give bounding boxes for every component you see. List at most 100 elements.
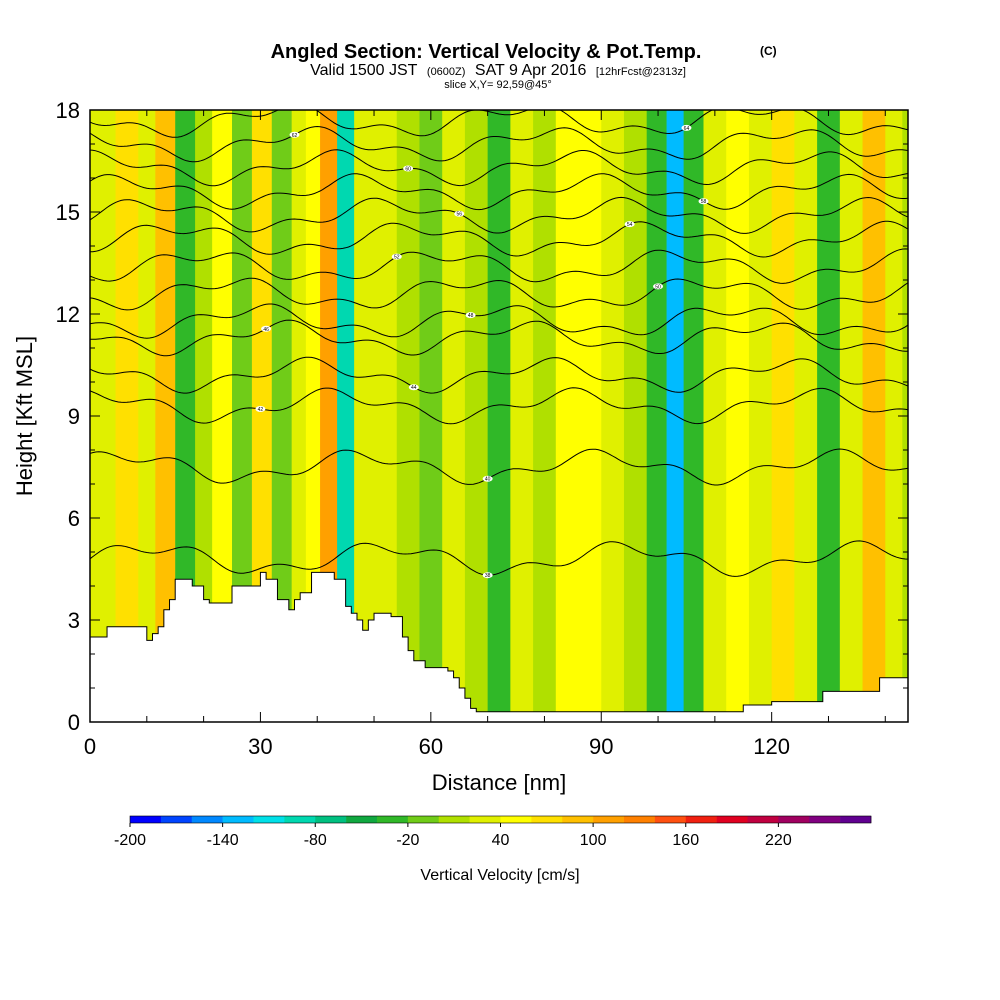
colorbar-swatch: [654, 816, 687, 823]
velocity-band: [533, 110, 557, 722]
isentrope-line: [90, 277, 908, 311]
velocity-band: [464, 110, 489, 722]
colorbar-swatch: [438, 816, 470, 823]
velocity-band: [646, 110, 668, 722]
isentrope-label-bg: [624, 221, 635, 228]
velocity-band: [487, 110, 511, 722]
colorbar-swatch: [685, 816, 717, 823]
colorbar-swatch: [531, 816, 563, 823]
isentrope-label-bg: [681, 124, 692, 131]
isentrope-label: 50: [655, 284, 661, 290]
isentrope-line: [90, 356, 908, 394]
isentrope-label-bg: [454, 210, 465, 217]
isentrope-label: 44: [411, 385, 417, 391]
colorbar-swatch: [469, 816, 501, 823]
velocity-band: [396, 110, 421, 722]
isentrope-label-bg: [403, 165, 414, 172]
velocity-band: [885, 110, 903, 722]
isentrope-label-bg: [255, 405, 266, 412]
terrain-outline: [90, 571, 908, 722]
y-tick-label: 12: [56, 302, 80, 327]
velocity-band: [748, 110, 773, 722]
isentrope-label: 38: [485, 573, 491, 579]
y-axis-label: Height [Kft MSL]: [12, 336, 37, 496]
valid-time: Valid 1500 JST: [310, 62, 418, 79]
isentrope-label-bg: [391, 253, 402, 260]
isentrope-line: [90, 196, 908, 234]
isentrope-label-bg: [261, 325, 272, 332]
x-tick-label: 30: [248, 734, 272, 759]
isentrope-label: 60: [405, 166, 411, 172]
colorbar-swatch: [624, 816, 656, 823]
isentrope-label: 46: [263, 327, 269, 333]
axes: 0 30 60 90 120 0 3 6 9 12 15 18: [56, 98, 908, 759]
isentrope-label: 56: [456, 212, 462, 218]
velocity-band: [271, 110, 293, 722]
isentrope-label: 58: [701, 199, 707, 205]
velocity-band: [232, 110, 253, 722]
x-tick-label: 0: [84, 734, 96, 759]
chart-title: Angled Section: Vertical Velocity & Pot.…: [271, 41, 702, 63]
isentrope-line: [90, 319, 908, 357]
x-tick-label: 90: [589, 734, 613, 759]
velocity-band: [374, 110, 398, 722]
colorbar-swatch: [315, 816, 347, 823]
y-tick-label: 15: [56, 200, 80, 225]
colorbar-tick-label: -20: [396, 832, 419, 849]
isentrope-label-bg: [698, 198, 709, 205]
forecast-info: [12hrFcst@2313z]: [596, 66, 686, 78]
colorbar-tick-label: 160: [672, 832, 699, 849]
y-tick-label: 6: [68, 506, 80, 531]
colorbar-swatch: [160, 816, 193, 823]
y-tick-label: 18: [56, 98, 80, 123]
colorbar-tick-label: -200: [114, 832, 146, 849]
isentrope-line: [90, 220, 908, 258]
isentrope-line: [90, 387, 908, 425]
velocity-band: [115, 110, 139, 722]
isentrope-label: 54: [627, 222, 633, 228]
isentrope-label-bg: [482, 572, 493, 579]
colorbar-label: Vertical Velocity [cm/s]: [420, 867, 579, 884]
velocity-band: [578, 110, 602, 722]
isentrope-label: 42: [258, 407, 264, 413]
velocity-band: [155, 110, 176, 722]
colorbar-swatch: [840, 816, 872, 823]
velocity-band: [794, 110, 818, 722]
colorbar-swatch: [747, 816, 779, 823]
velocity-band: [442, 110, 466, 722]
colorbar-tick-label: 220: [765, 832, 792, 849]
isentrope-label-bg: [465, 312, 476, 319]
isentrope-label-bg: [408, 384, 419, 391]
isentrope-label: 64: [684, 126, 690, 132]
y-tick-label: 9: [68, 404, 80, 429]
colorbar-swatch: [407, 816, 440, 823]
isentrope-label: 48: [468, 313, 474, 319]
colorbar-swatch: [346, 816, 378, 823]
velocity-band: [337, 110, 355, 722]
plot-area: 38 40 42 44 46 48 50 52 54 56 58 60 62 64: [90, 110, 908, 722]
isentrope-line: [90, 248, 908, 284]
valid-date: SAT 9 Apr 2016: [475, 62, 587, 79]
colorbar-swatch: [500, 816, 532, 823]
velocity-band: [419, 110, 443, 722]
velocity-band: [320, 110, 338, 722]
colorbar-swatch: [222, 816, 254, 823]
velocity-band: [683, 110, 705, 722]
isentrope-line: [90, 303, 908, 339]
velocity-band: [195, 110, 213, 722]
colorbar-tick-label: -140: [207, 832, 239, 849]
velocity-band: [817, 110, 841, 722]
colorbar-swatch: [377, 816, 409, 823]
colorbar-tick-label: -80: [304, 832, 327, 849]
colorbar-swatch: [593, 816, 625, 823]
colorbar-swatch: [191, 816, 223, 823]
chart-title-units: (C): [760, 44, 777, 58]
colorbar-swatch: [130, 816, 162, 823]
isentrope-line: [90, 448, 908, 486]
velocity-band: [555, 110, 580, 722]
colorbar-swatch: [284, 816, 316, 823]
velocity-band: [666, 110, 685, 722]
isentrope-label-bg: [482, 475, 493, 482]
velocity-band: [703, 110, 727, 722]
isentrope-line: [90, 149, 908, 187]
